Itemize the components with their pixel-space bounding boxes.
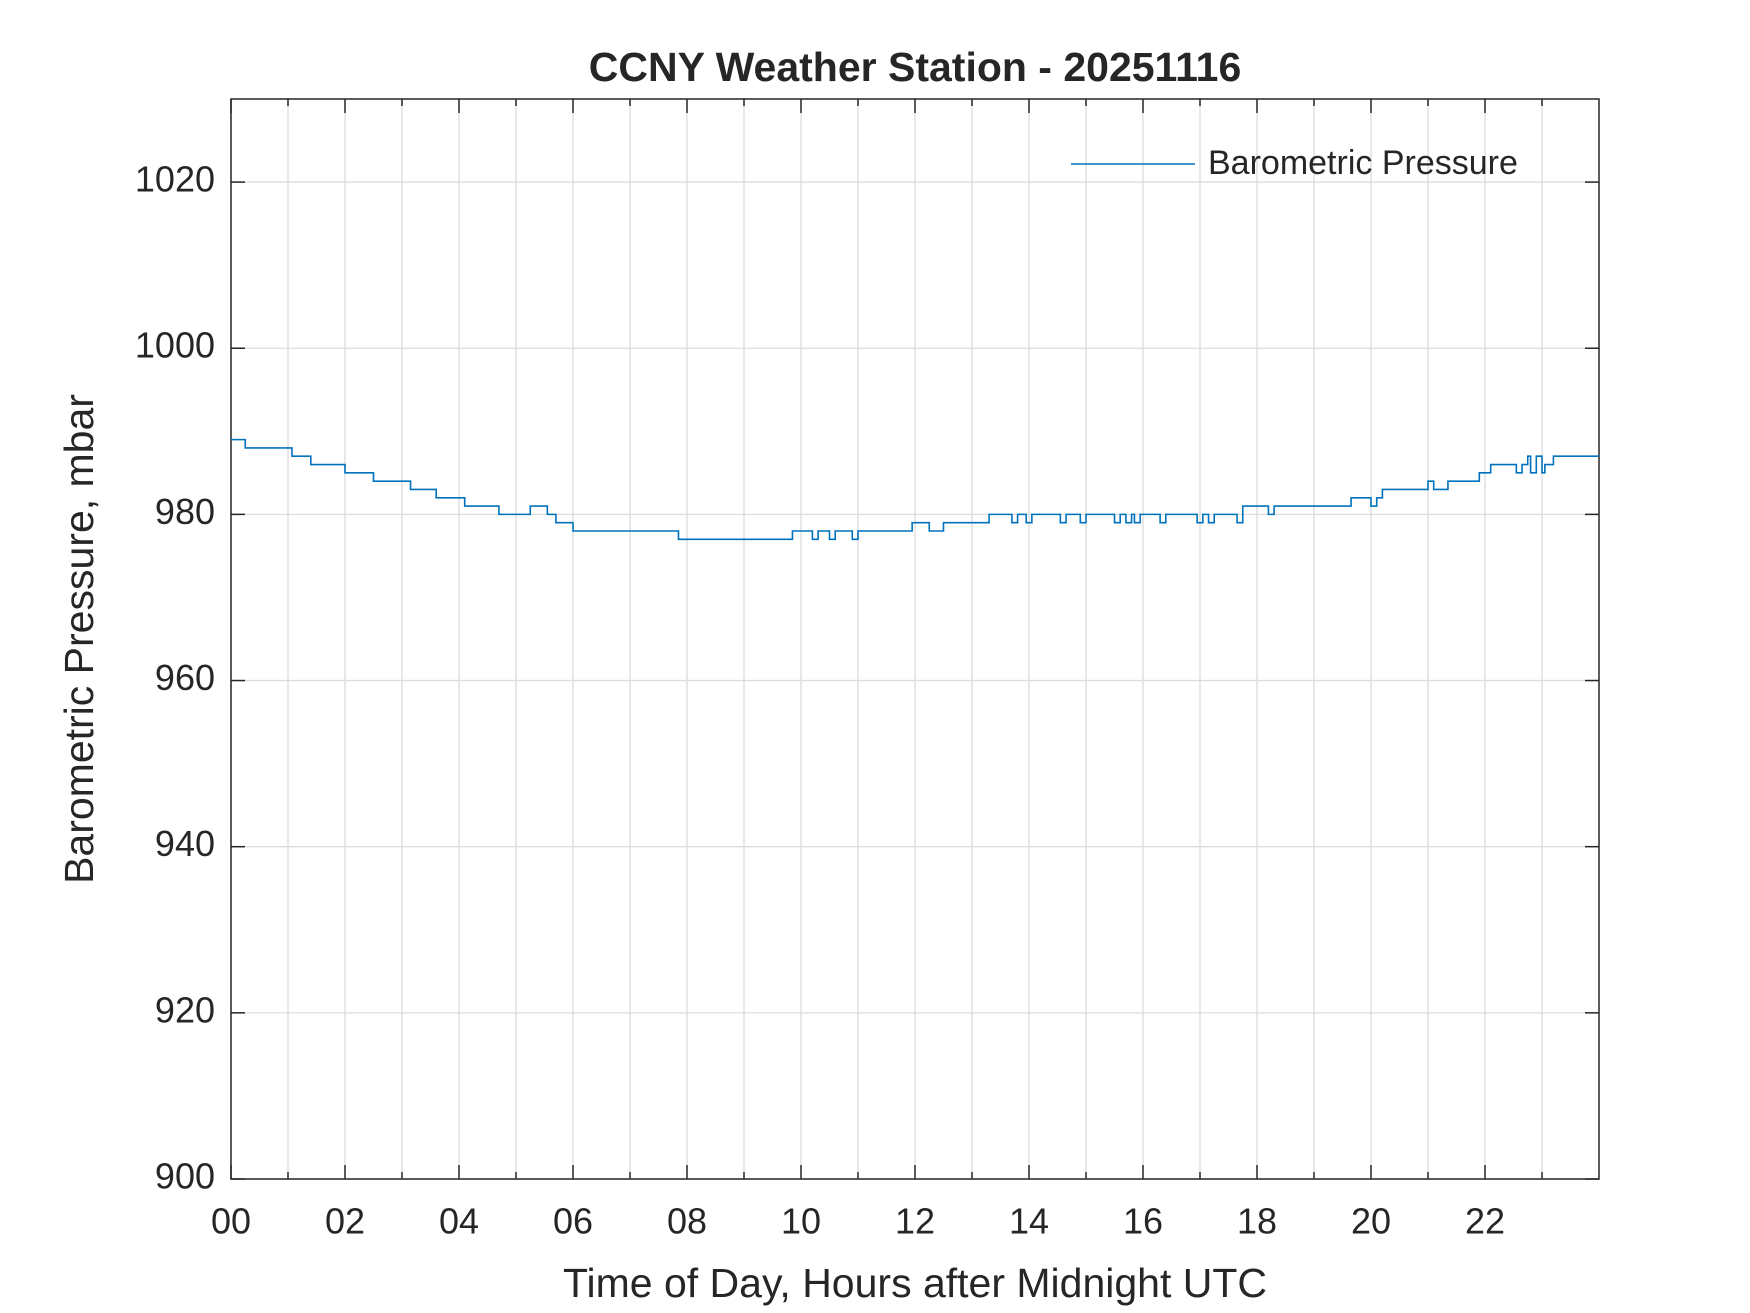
x-axis-label: Time of Day, Hours after Midnight UTC: [563, 1260, 1267, 1306]
chart-title: CCNY Weather Station - 20251116: [589, 44, 1242, 90]
x-tick-label: 22: [1465, 1201, 1505, 1242]
y-tick-label: 1000: [135, 325, 215, 366]
y-tick-label: 960: [155, 657, 215, 698]
x-tick-label: 00: [211, 1201, 251, 1242]
x-tick-label: 16: [1123, 1201, 1163, 1242]
y-tick-label: 900: [155, 1156, 215, 1197]
data-line: [231, 438, 1599, 541]
legend-label: Barometric Pressure: [1208, 144, 1518, 182]
plot-frame: [230, 98, 1600, 1180]
x-tick-label: 08: [667, 1201, 707, 1242]
x-tick-label: 14: [1009, 1201, 1049, 1242]
x-tick-label: 04: [439, 1201, 479, 1242]
x-tick-label: 06: [553, 1201, 593, 1242]
x-tick-label: 12: [895, 1201, 935, 1242]
x-tick-label: 10: [781, 1201, 821, 1242]
y-axis-label: Barometric Pressure, mbar: [56, 394, 102, 884]
x-tick-label: 20: [1351, 1201, 1391, 1242]
y-tick-label: 1020: [135, 159, 215, 200]
y-tick-label: 980: [155, 491, 215, 532]
y-tick-label: 940: [155, 823, 215, 864]
y-tick-label: 920: [155, 989, 215, 1030]
x-tick-label: 02: [325, 1201, 365, 1242]
x-tick-label: 18: [1237, 1201, 1277, 1242]
